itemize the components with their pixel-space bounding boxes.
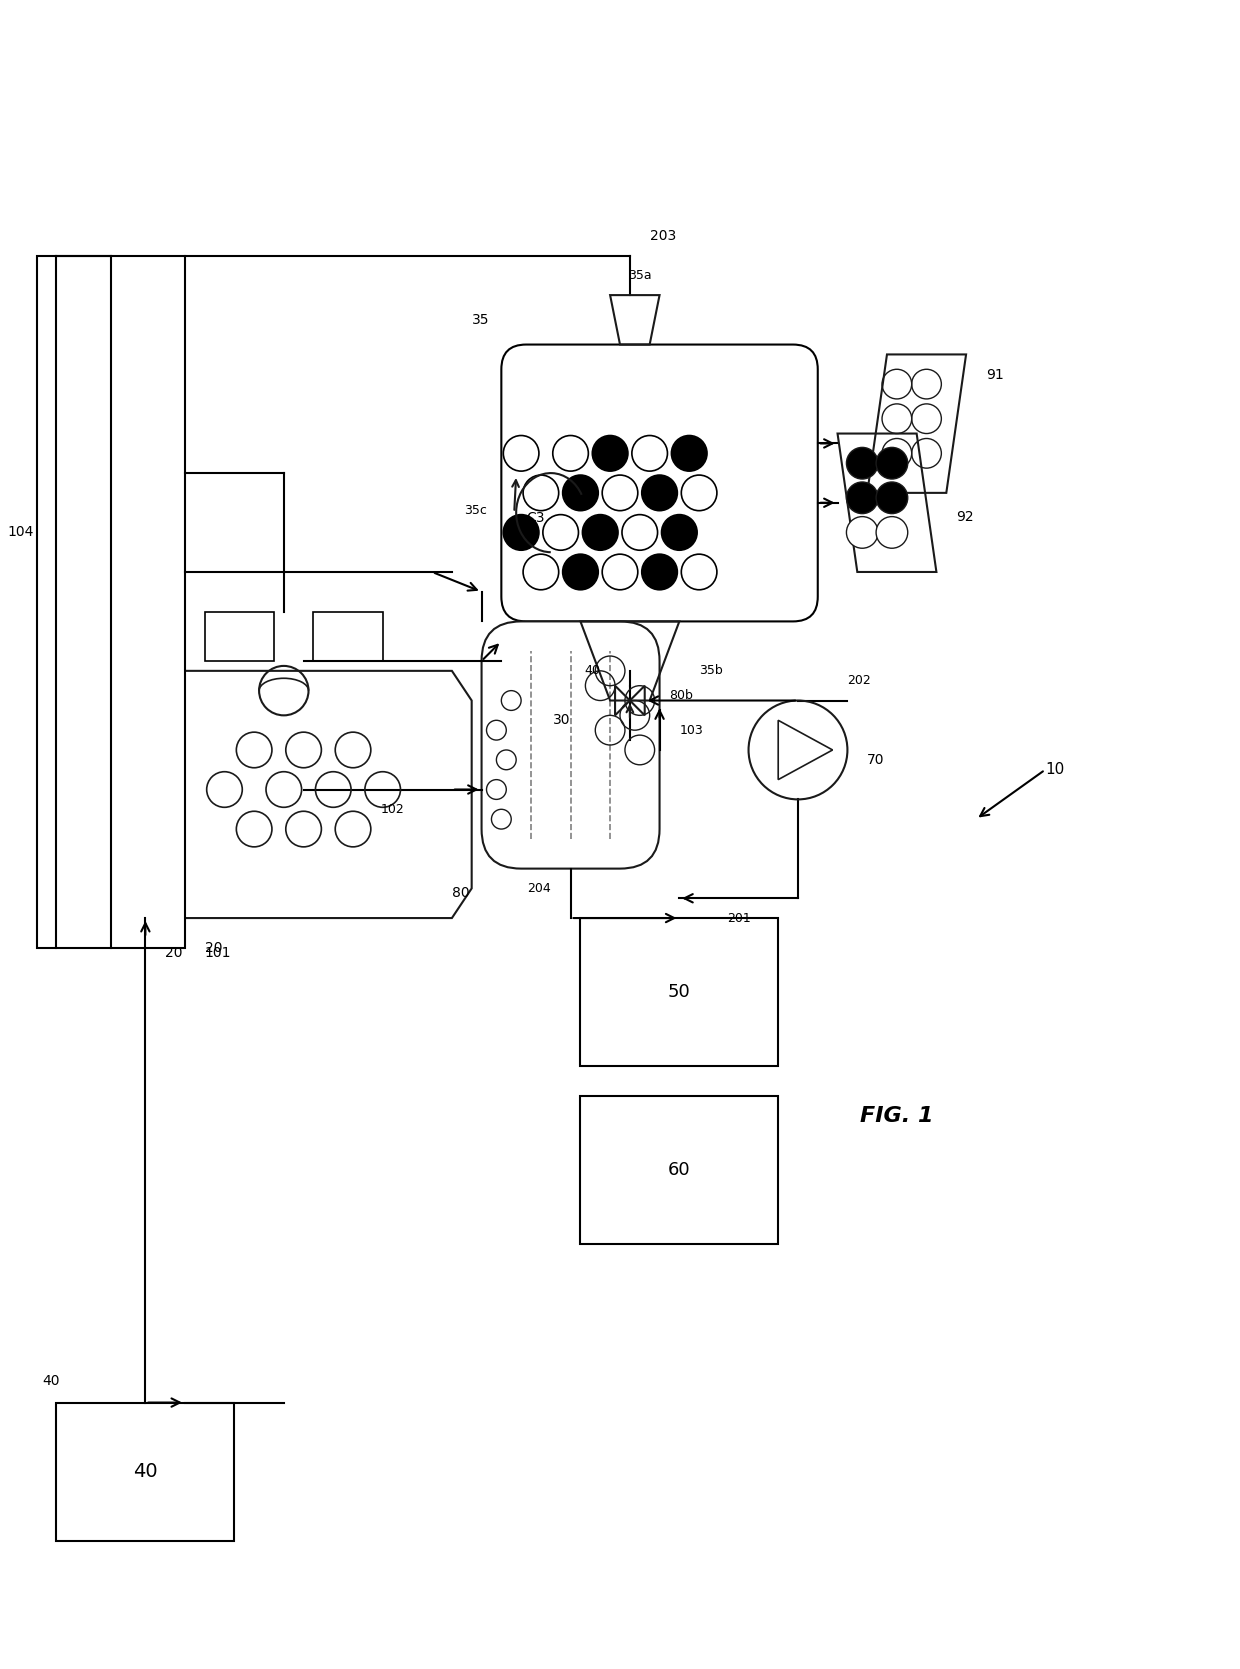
Text: FIG. 1: FIG. 1 [861,1107,934,1127]
Circle shape [877,482,908,514]
Circle shape [877,447,908,479]
Circle shape [847,447,878,479]
Text: 104: 104 [7,526,33,539]
Circle shape [543,514,579,551]
Text: 103: 103 [680,724,703,736]
Text: 91: 91 [986,369,1003,382]
Bar [205,611,274,661]
Text: 203: 203 [650,229,676,242]
Text: 30: 30 [553,713,570,728]
Bar [580,918,779,1066]
Text: 35b: 35b [699,664,723,678]
Text: 201: 201 [727,911,750,925]
Bar [580,1097,779,1245]
Circle shape [847,482,878,514]
Bar [314,611,383,661]
Circle shape [671,436,707,471]
Text: C3: C3 [527,511,546,524]
Text: 20: 20 [205,941,222,955]
Circle shape [681,554,717,589]
Circle shape [503,436,539,471]
Text: 35: 35 [471,312,490,327]
Circle shape [642,476,677,511]
Text: 10: 10 [1045,763,1064,778]
Text: 20: 20 [165,946,182,960]
Text: 80: 80 [451,886,470,900]
Circle shape [661,514,697,551]
Circle shape [523,476,559,511]
Text: 50: 50 [668,983,691,1001]
Circle shape [632,436,667,471]
FancyBboxPatch shape [481,621,660,868]
Text: 40: 40 [42,1374,61,1387]
Text: 35a: 35a [627,269,651,282]
Text: 60: 60 [668,1162,691,1180]
Circle shape [847,517,878,547]
Circle shape [681,476,717,511]
Circle shape [603,476,637,511]
Text: 102: 102 [381,803,404,816]
Text: 40: 40 [584,664,600,678]
Text: 92: 92 [956,509,973,524]
Text: 202: 202 [847,674,872,688]
Circle shape [622,514,657,551]
Circle shape [563,476,598,511]
Circle shape [603,554,637,589]
Bar [37,255,185,948]
Text: 70: 70 [867,753,884,766]
Circle shape [503,514,539,551]
Circle shape [523,554,559,589]
Text: 35c: 35c [464,504,486,517]
Text: 101: 101 [205,946,231,960]
Circle shape [877,517,908,547]
Text: 80b: 80b [670,689,693,703]
Circle shape [563,554,598,589]
Text: 204: 204 [527,881,551,895]
Bar [56,1402,234,1540]
Circle shape [553,436,588,471]
Circle shape [593,436,627,471]
FancyBboxPatch shape [501,344,817,621]
Circle shape [642,554,677,589]
Text: 40: 40 [133,1462,157,1482]
Circle shape [583,514,618,551]
